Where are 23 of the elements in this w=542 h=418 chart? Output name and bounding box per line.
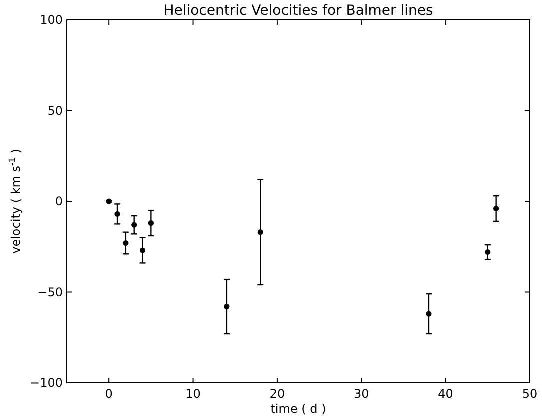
y-tick-label: 50 — [48, 104, 63, 118]
point — [485, 250, 491, 256]
point — [123, 240, 129, 246]
y-tick-label: −100 — [30, 376, 63, 390]
point — [494, 206, 500, 212]
x-tick-label: 10 — [186, 387, 201, 401]
point — [132, 222, 138, 228]
x-axis-title: time ( d ) — [270, 402, 326, 416]
x-tick-label: 0 — [105, 387, 113, 401]
point — [140, 248, 146, 254]
point — [114, 211, 120, 218]
y-tick-label: 0 — [55, 194, 63, 208]
x-tick-label: 40 — [438, 387, 454, 401]
point — [426, 311, 432, 317]
x-tick-label: 30 — [354, 387, 370, 401]
point — [224, 304, 230, 310]
y-tick-label: −50 — [38, 285, 63, 300]
x-tick-label: 20 — [270, 387, 286, 401]
x-tick-label: 50 — [522, 387, 538, 401]
point — [258, 230, 264, 236]
y-tick-label: 100 — [40, 13, 63, 27]
point — [148, 220, 154, 226]
chart-title: Heliocentric Velocities for Balmer lines — [164, 3, 434, 19]
